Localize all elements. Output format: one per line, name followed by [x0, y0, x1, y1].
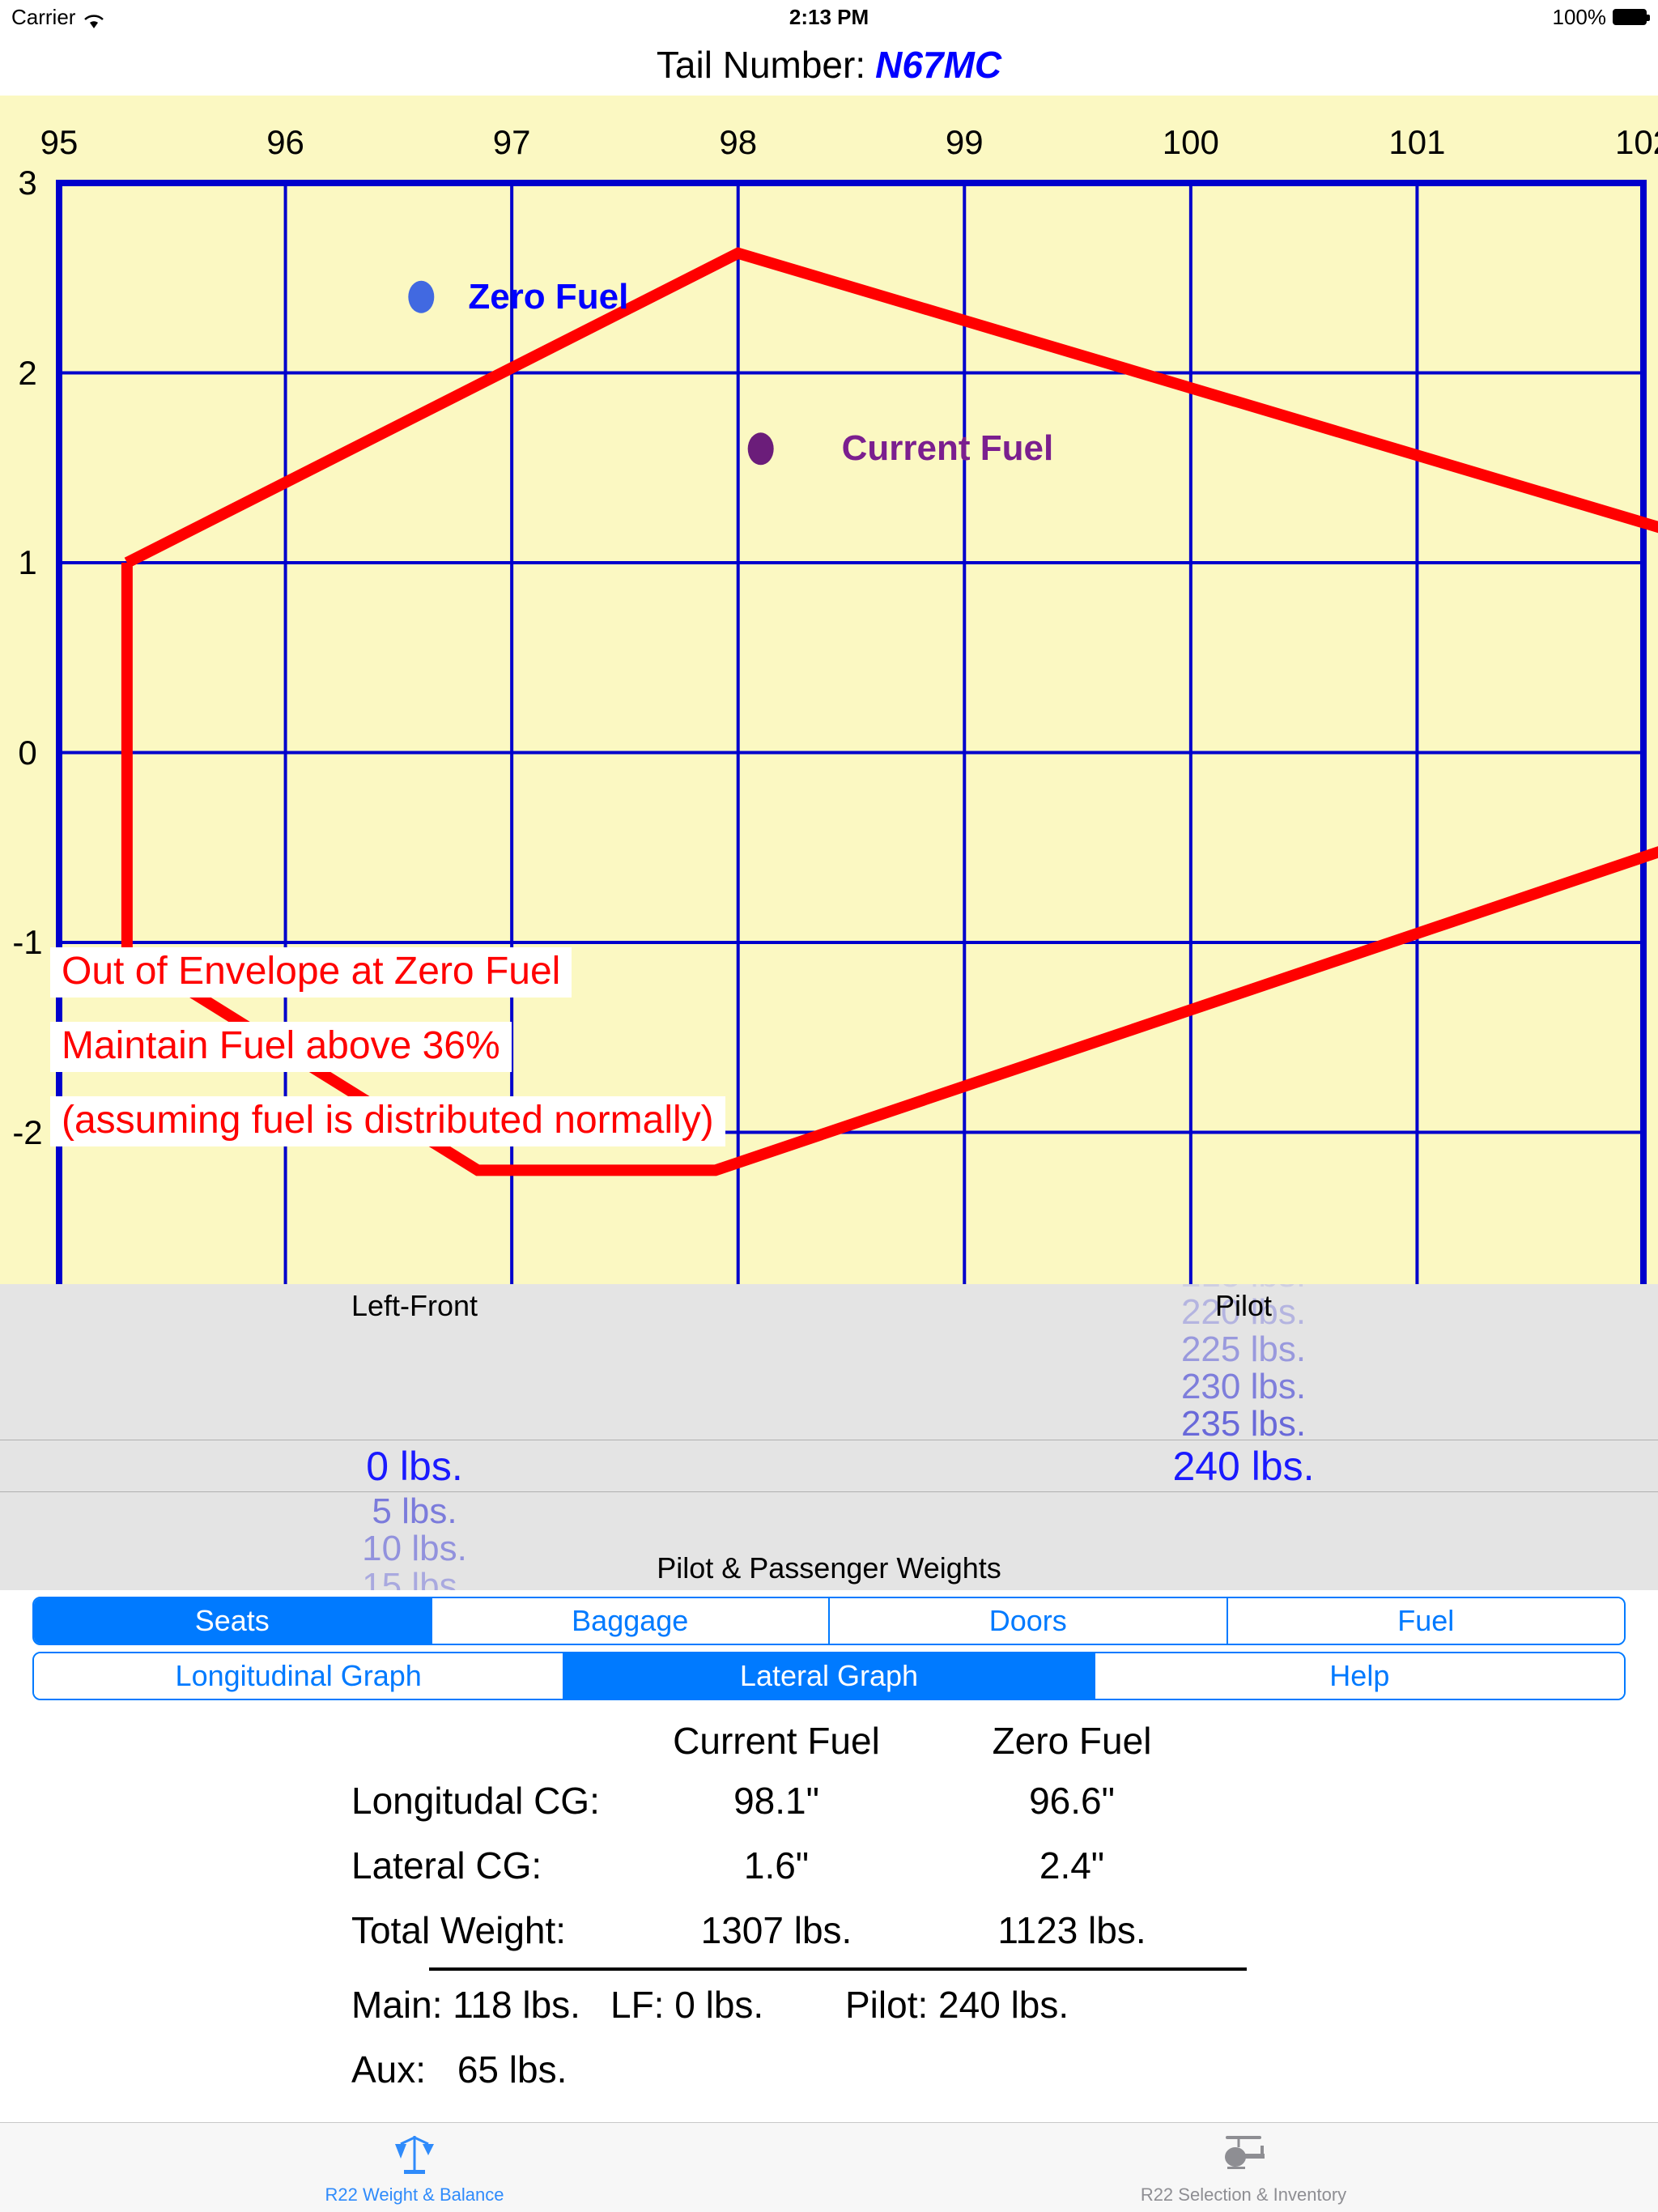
- segment-baggage[interactable]: Baggage: [432, 1598, 830, 1644]
- battery-percent-label: 100%: [1552, 4, 1607, 29]
- segment-fuel[interactable]: Fuel: [1227, 1598, 1624, 1644]
- picker-selection-line-bottom: [0, 1491, 1658, 1492]
- results-divider: [429, 1967, 1247, 1971]
- y-axis-tick-2: 2: [18, 353, 37, 392]
- chart-point-label-current-fuel: Current Fuel: [841, 428, 1054, 469]
- picker-left-front-below-items: 5 lbs.10 lbs.15 lbs.20 lbs.: [0, 1491, 829, 1591]
- segment-help[interactable]: Help: [1095, 1653, 1624, 1699]
- main-fuel-entry: Main: 118 lbs.: [351, 1983, 610, 2027]
- status-bar-right: 100%: [1552, 4, 1650, 30]
- picker-option[interactable]: 220 lbs.: [1180, 1292, 1307, 1332]
- picker-column-left-front-title: Left-Front: [351, 1289, 478, 1322]
- picker-column-left-front[interactable]: Left-Front 0 lbs. 5 lbs.10 lbs.15 lbs.20…: [0, 1284, 829, 1590]
- y-axis-tick-1: 1: [18, 543, 37, 581]
- x-axis-tick-98: 98: [719, 123, 758, 161]
- x-axis-tick-97: 97: [492, 123, 531, 161]
- tail-number-value: N67MC: [875, 44, 1002, 86]
- tab-r22-weight-balance[interactable]: R22 Weight & Balance: [0, 2123, 829, 2212]
- lf-weight-entry: LF: 0 lbs.: [610, 1983, 845, 2027]
- aux-fuel-entry: Aux: 65 lbs.: [351, 2048, 610, 2091]
- results-header-zero-fuel: Zero Fuel: [992, 1720, 1152, 1762]
- picker-column-pilot-title: Pilot: [1214, 1289, 1273, 1322]
- picker-column-pilot[interactable]: Pilot 215 lbs.220 lbs.225 lbs.230 lbs.23…: [829, 1284, 1658, 1590]
- chart-point-label-zero-fuel: Zero Fuel: [468, 276, 629, 317]
- row-label-lateral-cg: Lateral CG:: [351, 1844, 542, 1887]
- segment-seats[interactable]: Seats: [34, 1598, 432, 1644]
- picker-option[interactable]: 10 lbs.: [362, 1529, 467, 1568]
- picker-pilot-selected[interactable]: 240 lbs.: [1172, 1444, 1315, 1489]
- x-axis-tick-96: 96: [266, 123, 304, 161]
- picker-option[interactable]: 215 lbs.: [829, 1284, 1658, 1294]
- page-title: Tail Number: N67MC: [0, 34, 1658, 96]
- aux-fuel-label: Aux:: [351, 2048, 427, 2091]
- picker-option[interactable]: 225 lbs.: [1180, 1329, 1307, 1369]
- main-fuel-label: Main:: [351, 1984, 443, 2026]
- row-value-lateral-cg-current: 1.6": [743, 1844, 810, 1887]
- fuel-detail-row-2: Aux: 65 lbs.: [351, 2037, 1307, 2102]
- picker-option[interactable]: 230 lbs.: [1180, 1367, 1307, 1406]
- view-segments[interactable]: Longitudinal Graph Lateral Graph Help: [32, 1652, 1626, 1700]
- y-axis-tick-neg2: -2: [12, 1112, 43, 1151]
- segment-doors[interactable]: Doors: [830, 1598, 1228, 1644]
- chart-warning-line-2: Maintain Fuel above 36%: [50, 1022, 512, 1072]
- status-bar-left: Carrier: [11, 5, 104, 30]
- lf-weight-value: 0 lbs.: [674, 1984, 764, 2026]
- chart-warning-line-1: Out of Envelope at Zero Fuel: [50, 947, 572, 998]
- results-table: Current Fuel Zero Fuel Longitudal CG: 98…: [0, 1710, 1658, 2102]
- title-prefix: Tail Number:: [656, 44, 866, 86]
- table-row: Lateral CG: 1.6" 2.4": [351, 1833, 1307, 1898]
- results-header-row: Current Fuel Zero Fuel: [351, 1713, 1307, 1768]
- y-axis-tick-neg1: -1: [12, 923, 43, 961]
- wifi-icon: [83, 9, 104, 28]
- x-axis-tick-100: 100: [1162, 123, 1219, 161]
- helicopter-icon: [1214, 2129, 1273, 2181]
- main-fuel-value: 118 lbs.: [453, 1984, 580, 2026]
- table-row: Longitudal CG: 98.1" 96.6": [351, 1768, 1307, 1833]
- segment-lateral-graph[interactable]: Lateral Graph: [564, 1653, 1095, 1699]
- tab-r22-selection-inventory-label: R22 Selection & Inventory: [1140, 2184, 1347, 2205]
- segmented-controls: Seats Baggage Doors Fuel Longitudinal Graph…: [0, 1590, 1658, 1710]
- picker-option[interactable]: 15 lbs.: [362, 1566, 467, 1591]
- row-label-longitudal-cg: Longitudal CG:: [351, 1780, 600, 1822]
- row-value-lateral-cg-zero: 2.4": [1039, 1844, 1105, 1887]
- aux-fuel-value: 65 lbs.: [457, 2048, 568, 2091]
- lateral-cg-chart[interactable]: 95969798991001011023210-1-2-3Zero FuelCu…: [0, 96, 1658, 1284]
- x-axis-tick-102: 102: [1614, 123, 1658, 161]
- scale-icon: [391, 2129, 438, 2181]
- category-segments[interactable]: Seats Baggage Doors Fuel: [32, 1597, 1626, 1645]
- picker-option[interactable]: 235 lbs.: [1180, 1404, 1307, 1444]
- weight-picker[interactable]: Left-Front 0 lbs. 5 lbs.10 lbs.15 lbs.20…: [0, 1284, 1658, 1590]
- row-value-longitudal-cg-zero: 96.6": [1029, 1780, 1115, 1822]
- chart-canvas: [56, 180, 1658, 1284]
- segment-longitudinal-graph[interactable]: Longitudinal Graph: [34, 1653, 565, 1699]
- row-value-longitudal-cg-current: 98.1": [733, 1780, 819, 1822]
- picker-option[interactable]: 5 lbs.: [372, 1491, 457, 1531]
- battery-full-icon: [1613, 9, 1650, 25]
- picker-footer-label: Pilot & Passenger Weights: [657, 1551, 1001, 1585]
- y-axis-tick-3: 3: [18, 164, 37, 202]
- table-row: Total Weight: 1307 lbs. 1123 lbs.: [351, 1898, 1307, 1963]
- tab-r22-weight-balance-label: R22 Weight & Balance: [325, 2184, 504, 2205]
- picker-left-front-selected[interactable]: 0 lbs.: [366, 1444, 463, 1489]
- x-axis-tick-99: 99: [945, 123, 984, 161]
- status-bar: Carrier 2:13 PM 100%: [0, 0, 1658, 34]
- results-header-current-fuel: Current Fuel: [673, 1720, 880, 1762]
- row-value-total-weight-current: 1307 lbs.: [700, 1909, 852, 1951]
- row-value-total-weight-zero: 1123 lbs.: [997, 1909, 1146, 1951]
- pilot-weight-label: Pilot:: [845, 1984, 929, 2026]
- x-axis-tick-101: 101: [1388, 123, 1446, 161]
- pilot-weight-entry: Pilot: 240 lbs.: [845, 1983, 1112, 2027]
- carrier-label: Carrier: [11, 4, 76, 29]
- bottom-tab-bar: R22 Weight & Balance R22 Selection & Inv…: [0, 2122, 1658, 2212]
- x-axis-tick-95: 95: [40, 123, 79, 161]
- lf-weight-label: LF:: [610, 1984, 665, 2026]
- fuel-detail-row-1: Main: 118 lbs. LF: 0 lbs. Pilot: 240 lbs…: [351, 1972, 1307, 2037]
- row-label-total-weight: Total Weight:: [351, 1909, 567, 1951]
- pilot-weight-value: 240 lbs.: [938, 1984, 1069, 2026]
- chart-warning-line-3: (assuming fuel is distributed normally): [50, 1096, 725, 1146]
- picker-pilot-above-items: 215 lbs.220 lbs.225 lbs.230 lbs.235 lbs.: [829, 1284, 1658, 1443]
- y-axis-tick-0: 0: [18, 733, 37, 772]
- tab-r22-selection-inventory[interactable]: R22 Selection & Inventory: [829, 2123, 1658, 2212]
- status-bar-time: 2:13 PM: [789, 4, 869, 29]
